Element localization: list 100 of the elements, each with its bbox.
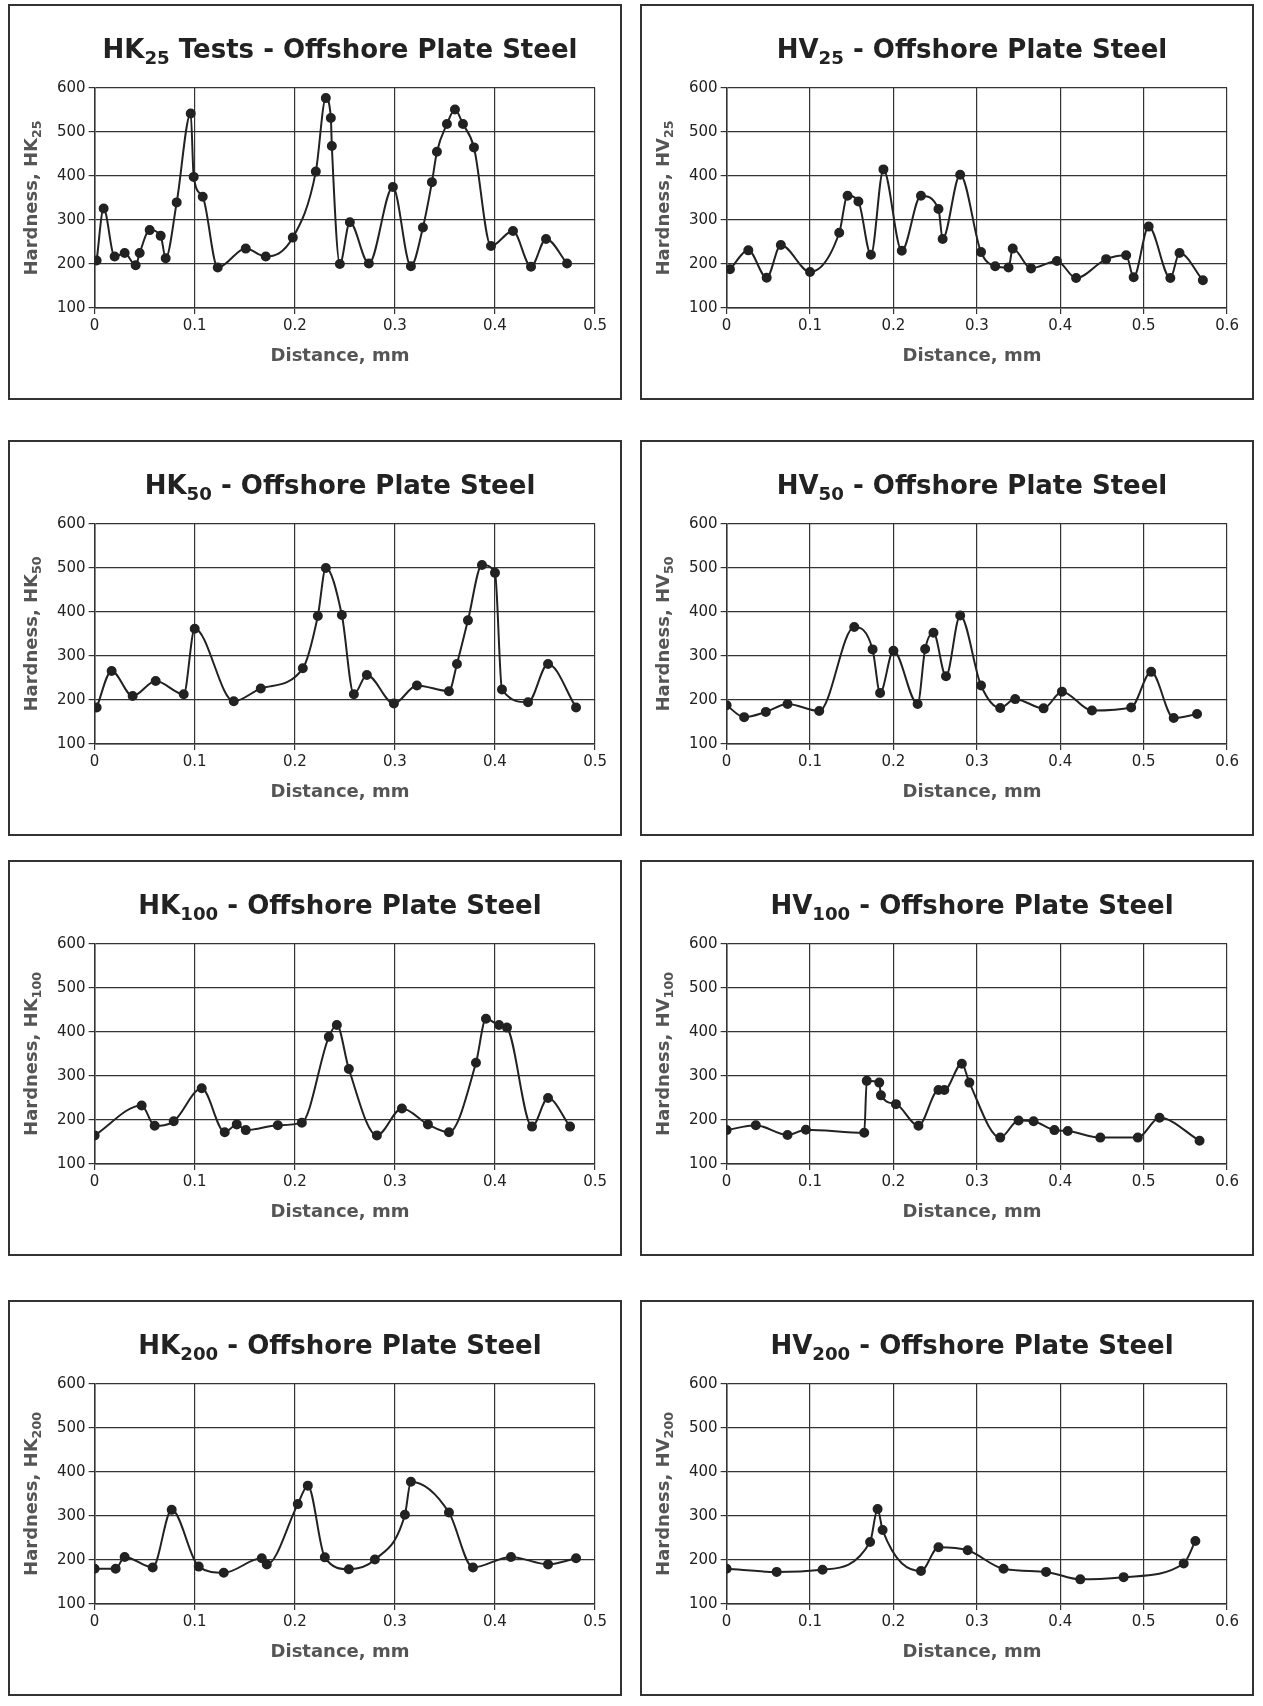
point [467, 1562, 478, 1573]
point [297, 663, 308, 674]
y-tick-label: 100 [688, 1593, 718, 1612]
y-tick-label: 200 [56, 1549, 86, 1568]
x-tick-label: 0.2 [881, 315, 906, 334]
x-axis-title: Distance, mm [269, 1640, 411, 1661]
point [343, 1564, 354, 1575]
point [805, 266, 816, 277]
y-tick-label: 100 [56, 1593, 86, 1612]
point [1126, 702, 1137, 713]
point [1062, 1126, 1073, 1136]
point [106, 665, 117, 676]
point [1190, 1536, 1201, 1547]
point [369, 1554, 380, 1565]
point [331, 1019, 342, 1030]
point [562, 258, 573, 269]
point [256, 1553, 267, 1564]
x-tick-label: 0.1 [182, 1611, 207, 1630]
x-tick-label: 0 [89, 315, 100, 334]
point [147, 1562, 158, 1573]
x-tick-label: 0.6 [1215, 315, 1239, 334]
point [849, 621, 860, 632]
point [166, 1504, 177, 1515]
point [877, 1525, 888, 1536]
y-tick-label: 200 [56, 1109, 86, 1128]
point [915, 1566, 926, 1576]
point [387, 182, 398, 192]
point [292, 1499, 303, 1510]
y-tick-label: 600 [56, 513, 86, 532]
point [565, 1121, 576, 1132]
point [526, 261, 537, 272]
point [800, 1124, 811, 1135]
point [782, 698, 793, 709]
point [1026, 263, 1037, 274]
point [272, 1120, 283, 1131]
x-tick-label: 0.4 [1048, 1611, 1073, 1630]
point [964, 1077, 975, 1088]
x-tick-label: 0.1 [182, 1171, 207, 1190]
point [817, 1564, 828, 1575]
point [920, 643, 931, 654]
point [571, 1553, 582, 1564]
point [489, 567, 500, 578]
chart-title: HK$_{25}$ Tests - Offshore Plate Steel [101, 34, 579, 69]
x-tick-label: 0.3 [382, 751, 407, 770]
point [775, 240, 786, 251]
point [1101, 254, 1112, 265]
point [144, 225, 155, 236]
point [405, 1476, 416, 1487]
y-tick-label: 400 [56, 1461, 86, 1480]
point [98, 203, 109, 214]
point [396, 1103, 407, 1114]
point [470, 1057, 481, 1068]
x-tick-label: 0.4 [483, 1171, 507, 1190]
point [476, 559, 487, 570]
x-tick-label: 0.5 [1131, 751, 1156, 770]
point [344, 217, 355, 228]
x-tick-label: 0.5 [1131, 315, 1156, 334]
point [1051, 255, 1062, 266]
point [1013, 1115, 1024, 1126]
x-axis-title: Distance, mm [901, 1640, 1043, 1661]
point [502, 1022, 512, 1033]
y-tick-label: 500 [56, 977, 86, 996]
x-tick-label: 0.4 [1048, 315, 1073, 334]
point [1056, 686, 1067, 697]
x-tick-label: 0.3 [964, 1171, 989, 1190]
y-tick-label: 300 [56, 1065, 86, 1084]
point [496, 684, 507, 695]
point [343, 1063, 354, 1074]
point [1121, 250, 1132, 261]
x-axis-title: Distance, mm [269, 1200, 411, 1221]
point [928, 627, 939, 638]
y-tick-label: 300 [56, 1505, 86, 1524]
point [296, 1117, 307, 1128]
point [956, 1058, 967, 1069]
y-tick-label: 200 [688, 1549, 718, 1568]
point [1192, 709, 1203, 720]
x-tick-label: 0.2 [282, 1611, 307, 1630]
x-tick-label: 0.4 [483, 315, 507, 334]
point [962, 1545, 973, 1556]
point [287, 232, 298, 243]
x-tick-label: 0.3 [382, 315, 407, 334]
x-tick-label: 0.6 [1215, 751, 1239, 770]
point [915, 190, 926, 201]
point [888, 645, 899, 656]
point [457, 119, 468, 130]
point [218, 1567, 229, 1578]
point [1146, 666, 1157, 677]
point [527, 1121, 538, 1132]
x-tick-label: 0.5 [583, 315, 607, 334]
point [188, 171, 199, 182]
y-tick-label: 400 [56, 165, 86, 184]
point [543, 1559, 554, 1570]
x-tick-label: 0 [721, 751, 732, 770]
x-tick-label: 0.6 [1215, 1611, 1239, 1630]
point [1154, 1112, 1165, 1123]
point [571, 702, 582, 713]
y-tick-label: 200 [688, 253, 718, 272]
point [320, 563, 331, 573]
y-tick-label: 400 [56, 1021, 86, 1040]
point [834, 227, 845, 238]
